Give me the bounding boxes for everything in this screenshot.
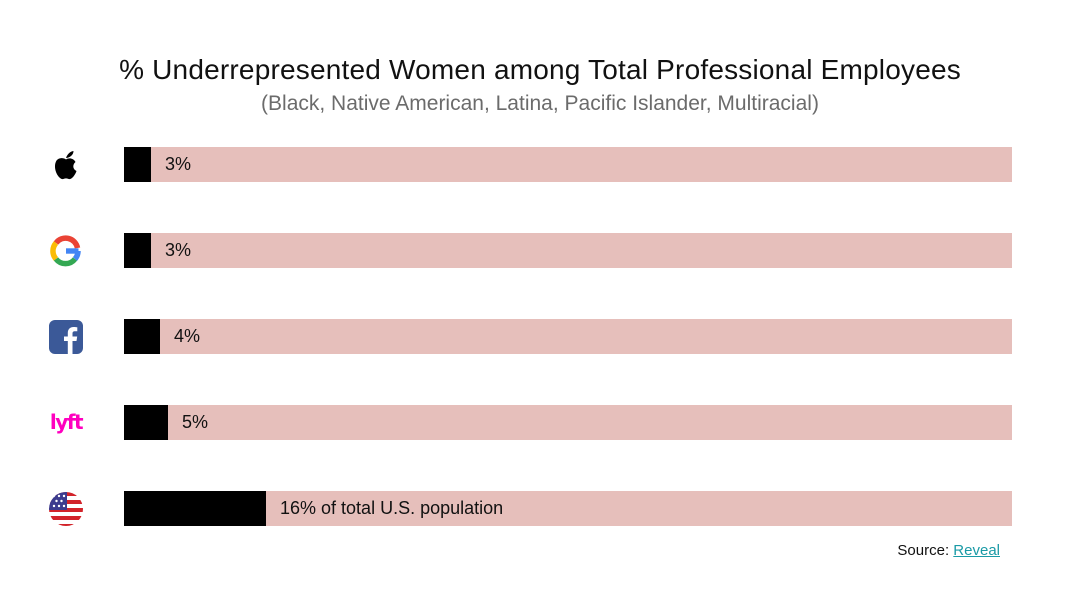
source-link[interactable]: Reveal (953, 542, 1000, 559)
source-note: Source: Reveal (897, 542, 1000, 559)
chart-subtitle: (Black, Native American, Latina, Pacific… (261, 92, 819, 115)
bar-track: 3% (124, 233, 1012, 268)
bar (124, 491, 266, 526)
data-label: 4% (174, 326, 201, 346)
bar-row: 4% (0, 319, 1080, 355)
bar-row: 16% of total U.S. population (0, 491, 1080, 527)
bar (124, 147, 151, 182)
bar (124, 319, 160, 354)
bar-row: 3% (0, 147, 1080, 183)
chart-title: % Underrepresented Women among Total Pro… (119, 54, 961, 85)
bar-track: 3% (124, 147, 1012, 182)
facebook-icon (48, 319, 84, 355)
apple-icon (48, 147, 84, 183)
us-flag-icon (48, 491, 84, 527)
data-label: 16% of total U.S. population (280, 498, 504, 518)
bar-row: lyft 5% (0, 405, 1080, 441)
source-prefix: Source: (897, 542, 954, 559)
bar-track: 4% (124, 319, 1012, 354)
svg-text:lyft: lyft (50, 410, 84, 434)
bar (124, 233, 151, 268)
data-label: 3% (165, 154, 192, 174)
lyft-icon: lyft (48, 405, 84, 441)
bar-row: 3% (0, 233, 1080, 269)
bar-track: 5% (124, 405, 1012, 440)
data-label: 5% (182, 412, 209, 432)
bar (124, 405, 168, 440)
data-label: 3% (165, 240, 192, 260)
bar-track: 16% of total U.S. population (124, 491, 1012, 526)
google-icon (48, 233, 84, 269)
